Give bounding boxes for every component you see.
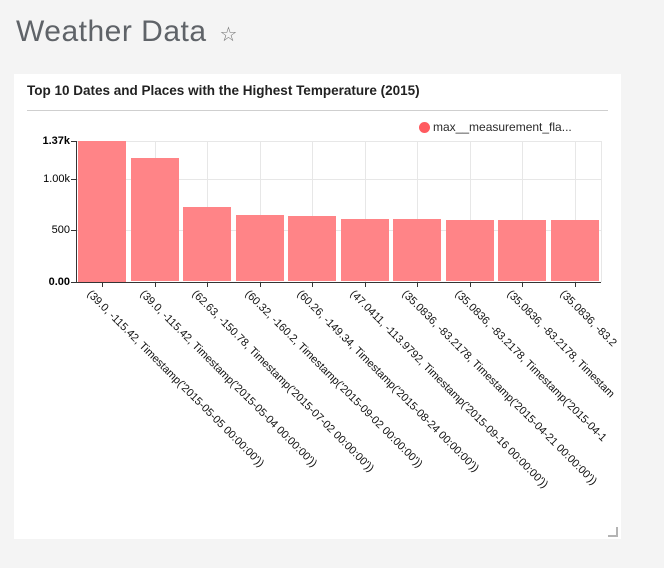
x-axis-line bbox=[76, 281, 601, 283]
bar[interactable] bbox=[393, 219, 442, 282]
legend-item[interactable]: max__measurement_fla... bbox=[419, 120, 572, 134]
legend-series-label: max__measurement_fla... bbox=[433, 120, 572, 134]
bar[interactable] bbox=[288, 215, 337, 282]
x-axis-tick bbox=[469, 282, 471, 287]
x-tick-label: (35.0836, -83.2178, Timestamp('2015-04-2… bbox=[399, 288, 600, 488]
x-tick-label: (39.0, -115.42, Timestamp('2015-05-04 00… bbox=[137, 288, 319, 470]
y-gridline bbox=[76, 141, 601, 142]
x-axis-tick bbox=[259, 282, 261, 287]
dashboard-title: Weather Data bbox=[16, 15, 207, 48]
x-gridline bbox=[364, 141, 366, 282]
x-axis-tick bbox=[154, 282, 156, 287]
title-divider bbox=[27, 110, 608, 111]
x-tick-label: (62.63, -150.78, Timestamp('2015-07-02 0… bbox=[189, 288, 377, 475]
bar[interactable] bbox=[340, 218, 389, 282]
y-tick-label: 500 bbox=[51, 224, 70, 237]
x-tick-label: (35.0836, -83.2178, Timestam bbox=[504, 288, 618, 401]
favorite-star-icon[interactable]: ☆ bbox=[219, 23, 238, 46]
x-gridline bbox=[522, 141, 524, 282]
bar[interactable] bbox=[183, 207, 232, 282]
bar[interactable] bbox=[550, 219, 599, 282]
card-resize-handle[interactable] bbox=[608, 527, 618, 537]
y-axis-line bbox=[76, 141, 77, 282]
y-tick-label: 1.37k bbox=[42, 135, 70, 147]
y-tick-label: 0.00 bbox=[48, 275, 70, 288]
x-gridline bbox=[469, 141, 471, 282]
chart-card: Top 10 Dates and Places with the Highest… bbox=[14, 74, 621, 539]
bar[interactable] bbox=[235, 214, 284, 282]
y-axis-tick bbox=[71, 230, 76, 232]
x-axis-tick bbox=[312, 282, 314, 287]
y-axis-tick bbox=[71, 178, 76, 180]
y-axis-tick bbox=[71, 141, 76, 142]
y-gridline bbox=[76, 178, 601, 180]
bar-chart-plot-area: 0.00 500 1.00k 1.37k (39.0, -115.42, Timesta… bbox=[14, 74, 621, 539]
bar[interactable] bbox=[130, 157, 179, 282]
y-axis-tick bbox=[71, 281, 76, 283]
x-tick-label: (35.0836, -83.2 bbox=[557, 288, 619, 350]
x-axis-tick bbox=[522, 282, 524, 287]
x-gridline bbox=[259, 141, 261, 282]
x-axis-tick bbox=[364, 282, 366, 287]
x-tick-label: (60.26, -149.34, Timestamp('2015-08-24 0… bbox=[294, 288, 482, 475]
bar[interactable] bbox=[78, 141, 127, 282]
x-axis-tick bbox=[102, 282, 104, 287]
x-tick-label: (39.0, -115.42, Timestamp('2015-05-05 00… bbox=[84, 288, 267, 470]
x-gridline bbox=[574, 141, 576, 282]
bar[interactable] bbox=[498, 219, 547, 282]
x-axis-tick bbox=[207, 282, 209, 287]
x-gridline bbox=[312, 141, 314, 282]
plot-right-border bbox=[601, 141, 602, 282]
x-tick-label: (60.32, -160.2, Timestamp('2015-09-02 00… bbox=[242, 288, 425, 471]
y-tick-label: 1.00k bbox=[43, 172, 70, 185]
y-gridline bbox=[76, 230, 601, 232]
x-axis-tick bbox=[417, 282, 419, 287]
x-tick-label: (47.0411, -113.9792, Timestamp('2015-09-… bbox=[347, 288, 550, 491]
x-gridline bbox=[417, 141, 419, 282]
dashboard-header: Weather Data ☆ bbox=[16, 8, 237, 56]
x-axis-tick bbox=[574, 282, 576, 287]
legend-series-dot bbox=[419, 121, 430, 133]
chart-title: Top 10 Dates and Places with the Highest… bbox=[27, 83, 420, 98]
bar[interactable] bbox=[445, 219, 494, 282]
